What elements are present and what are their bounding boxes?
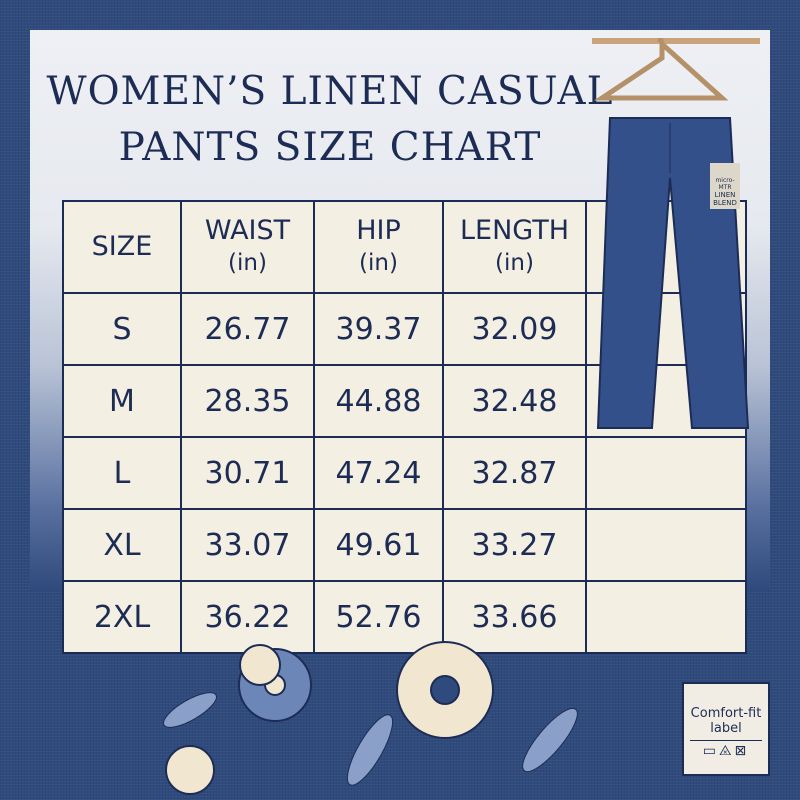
waist-cell: 36.22 [180,580,315,654]
header-length: LENGTH (in) [442,200,587,294]
hanger-icon [593,38,729,101]
pants-on-hanger-illustration [592,38,760,429]
waist-cell: 30.71 [180,436,315,510]
page-title: WOMEN’S LINEN CASUAL PANTS SIZE CHART [40,64,620,176]
tag-text: LINEN BLEND [713,191,737,207]
title-line-1: WOMEN’S LINEN CASUAL [46,69,614,114]
empty-cell [585,508,747,582]
title-line-2: PANTS SIZE CHART [118,125,542,170]
table-row: XL 33.07 49.61 33.27 [62,508,747,582]
care-label-text: Comfort-fit label [690,706,762,736]
table-row: L 30.71 47.24 32.87 [62,436,747,510]
flower-icon [165,745,215,795]
tag-brand: micro-MTR [715,177,735,191]
empty-cell [585,580,747,654]
flower-icon [239,644,281,686]
hip-cell: 52.76 [313,580,444,654]
size-cell: M [62,364,182,438]
header-size: SIZE [62,200,182,294]
hip-cell: 39.37 [313,292,444,366]
length-cell: 33.66 [442,580,587,654]
length-cell: 32.48 [442,364,587,438]
waist-cell: 33.07 [180,508,315,582]
hanger-rail [592,38,760,44]
table-row: 2XL 36.22 52.76 33.66 [62,580,747,654]
leaf-icon [522,707,578,773]
no-bleach-icon: ⨻ [719,743,735,759]
length-cell: 32.09 [442,292,587,366]
size-cell: L [62,436,182,510]
comfort-fit-label: Comfort-fit label ▭⨻⊠ [682,682,770,776]
length-cell: 32.87 [442,436,587,510]
hip-cell: 49.61 [313,508,444,582]
wash-30-icon: ▭ [702,743,719,759]
floral-illustration [163,641,578,795]
size-cell: S [62,292,182,366]
size-cell: 2XL [62,580,182,654]
hip-cell: 47.24 [313,436,444,510]
flower-center [430,675,460,705]
leaf-icon [163,692,217,728]
care-icons: ▭⨻⊠ [690,740,762,759]
length-cell: 33.27 [442,508,587,582]
size-cell: XL [62,508,182,582]
no-tumble-dry-icon: ⊠ [734,743,750,759]
hip-cell: 44.88 [313,364,444,438]
waist-cell: 26.77 [180,292,315,366]
header-hip: HIP (in) [313,200,444,294]
header-waist: WAIST (in) [180,200,315,294]
empty-cell [585,436,747,510]
hang-tag: micro-MTR LINEN BLEND [710,163,740,209]
table-row: S 26.77 39.37 32.09 [62,292,747,366]
leaf-icon [346,714,394,786]
waist-cell: 28.35 [180,364,315,438]
